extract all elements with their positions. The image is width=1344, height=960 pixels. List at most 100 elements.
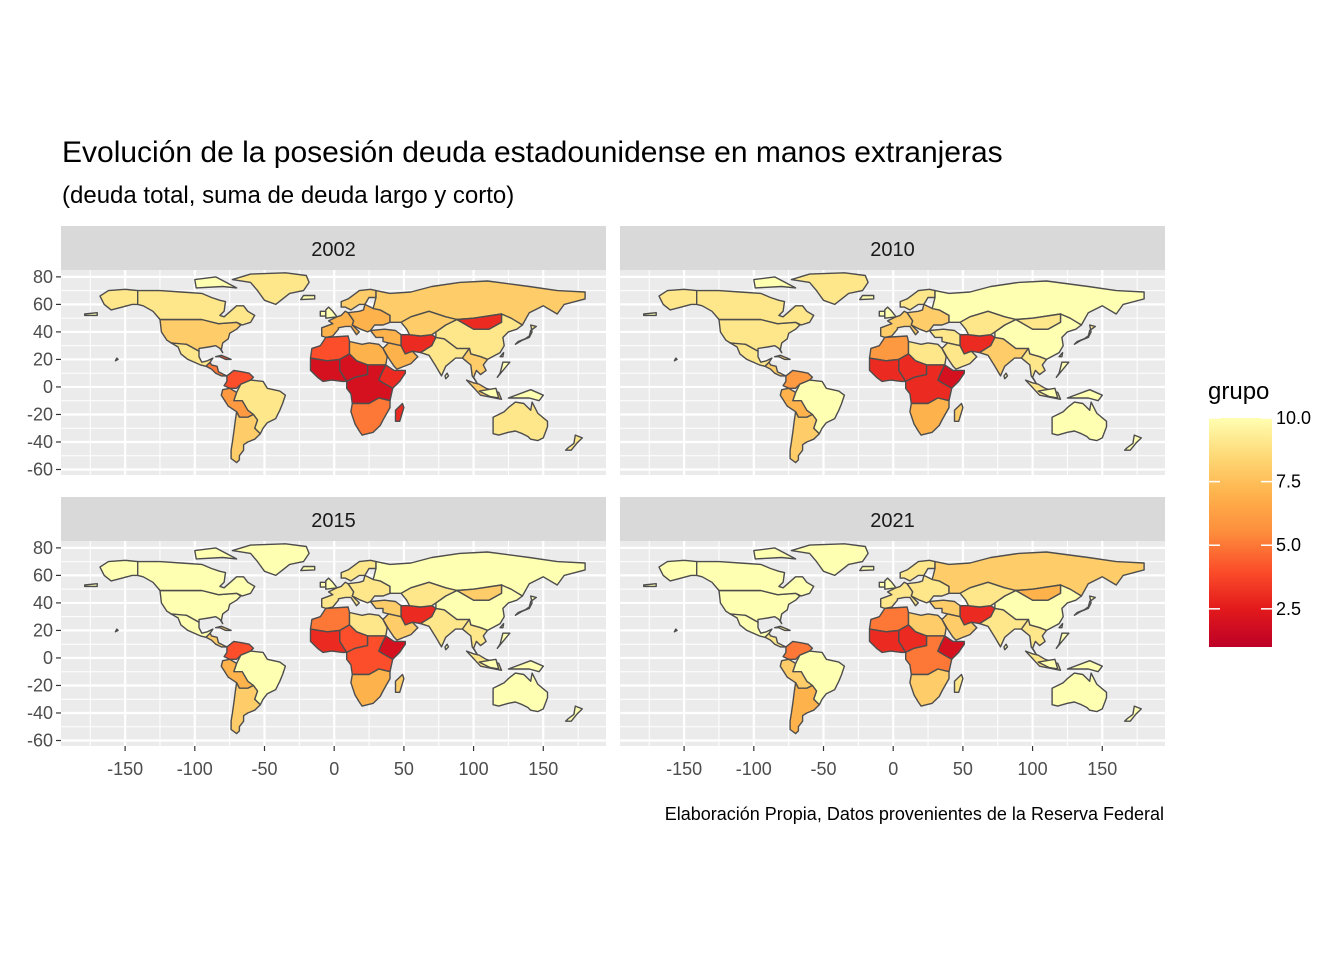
island-region [499,351,505,358]
region-caribbean_cuba [214,625,232,632]
region-central_africa [346,364,394,405]
island-region [114,628,119,633]
facet-2015: 2015 [61,497,606,746]
region-mexico [170,613,214,638]
island-region [478,387,500,399]
facet-strip [61,226,606,270]
island-region [194,276,238,289]
facet-strip [620,497,1165,541]
region-canada_arctic [696,289,815,326]
island-region [499,622,505,629]
island-region [325,306,338,319]
island-region [444,372,450,380]
region-kazakhstan [400,581,458,608]
region-mongolia [1015,313,1062,330]
region-japan [1073,595,1097,616]
legend-label: 2.5 [1276,599,1301,619]
y-tick-label: 60 [33,565,53,585]
region-southeast_asia [461,618,489,656]
island-region [1037,658,1059,670]
region-southeast_asia [1020,618,1048,656]
region-greenland [790,543,869,577]
region-west_africa_coast [309,628,348,654]
y-tick-label: 20 [33,349,53,369]
island-region [83,583,98,588]
island-region [859,565,875,572]
region-canada_arctic [136,289,256,326]
region-alaska [99,288,139,311]
region-central_africa [346,635,394,676]
region-east_europe [347,574,391,604]
facet-2002: 2002 [61,226,606,475]
region-caribbean_cuba [214,354,232,361]
legend-colorbar [1209,418,1272,647]
y-tick-label: 80 [33,267,53,287]
legend-label: 10.0 [1276,408,1311,428]
caption: Elaboración Propia, Datos provenientes d… [665,804,1164,824]
region-mexico [170,342,214,367]
chart-title: Evolución de la posesión deuda estadouni… [62,136,1003,169]
region-central_africa [905,635,953,676]
region-west_africa_coast [309,357,348,383]
island-region [319,581,327,588]
region-east_europe [906,303,950,333]
region-east_europe [906,574,950,604]
region-greenland [231,543,310,577]
region-mongolia [456,313,503,330]
island-region [1058,351,1064,358]
map-regions [83,543,586,735]
region-russia [372,551,586,597]
x-tick-label: 100 [459,759,489,779]
region-russia [931,280,1145,326]
region-southeast_asia [461,347,489,385]
x-tick-label: 150 [1087,759,1117,779]
facet-2010: 2010 [620,226,1165,475]
region-greenland [231,272,310,306]
y-tick-label: 40 [33,593,53,613]
region-arabia [382,342,419,370]
region-russia [372,280,586,326]
region-argentina_chile [789,411,820,464]
region-madagascar [394,402,405,422]
region-madagascar [953,673,964,693]
facet-strip-label: 2010 [870,239,915,261]
legend-ticks: 2.5 5.0 7.5 10.0 [1209,408,1311,619]
region-mongolia [456,584,503,601]
region-caribbean_cuba [774,625,791,632]
island-region [114,357,119,362]
island-region [1003,372,1009,380]
chart-subtitle: (deuda total, suma de deuda largo y cort… [62,182,514,209]
facet-strip-label: 2002 [311,239,356,261]
island-region [673,628,678,633]
region-arabia [382,613,419,641]
island-region [496,361,511,378]
region-japan [514,324,537,345]
island-region [1066,389,1104,402]
x-tick-label: -50 [810,759,836,779]
y-tick-label: -20 [27,404,53,424]
facet-strip [61,497,606,541]
x-tick-label: 0 [329,759,339,779]
island-region [1058,622,1064,629]
y-tick-label: 0 [43,377,53,397]
island-region [1037,387,1059,399]
region-east_europe [347,303,391,333]
region-argentina_chile [789,682,820,735]
region-kazakhstan [959,310,1017,337]
island-region [507,660,544,673]
island-region [878,310,886,317]
island-region [1055,361,1070,378]
y-tick-label: 60 [33,294,53,314]
region-madagascar [394,673,405,693]
y-tick-label: -40 [27,432,53,452]
island-region [859,294,875,301]
island-region [300,294,316,301]
map-regions [83,272,586,464]
region-arabia [941,613,978,641]
island-region [319,310,327,317]
region-australia [492,672,549,713]
y-tick-label: -40 [27,703,53,723]
island-region [83,312,98,317]
y-tick-label: 20 [33,620,53,640]
x-tick-label: 50 [953,759,973,779]
